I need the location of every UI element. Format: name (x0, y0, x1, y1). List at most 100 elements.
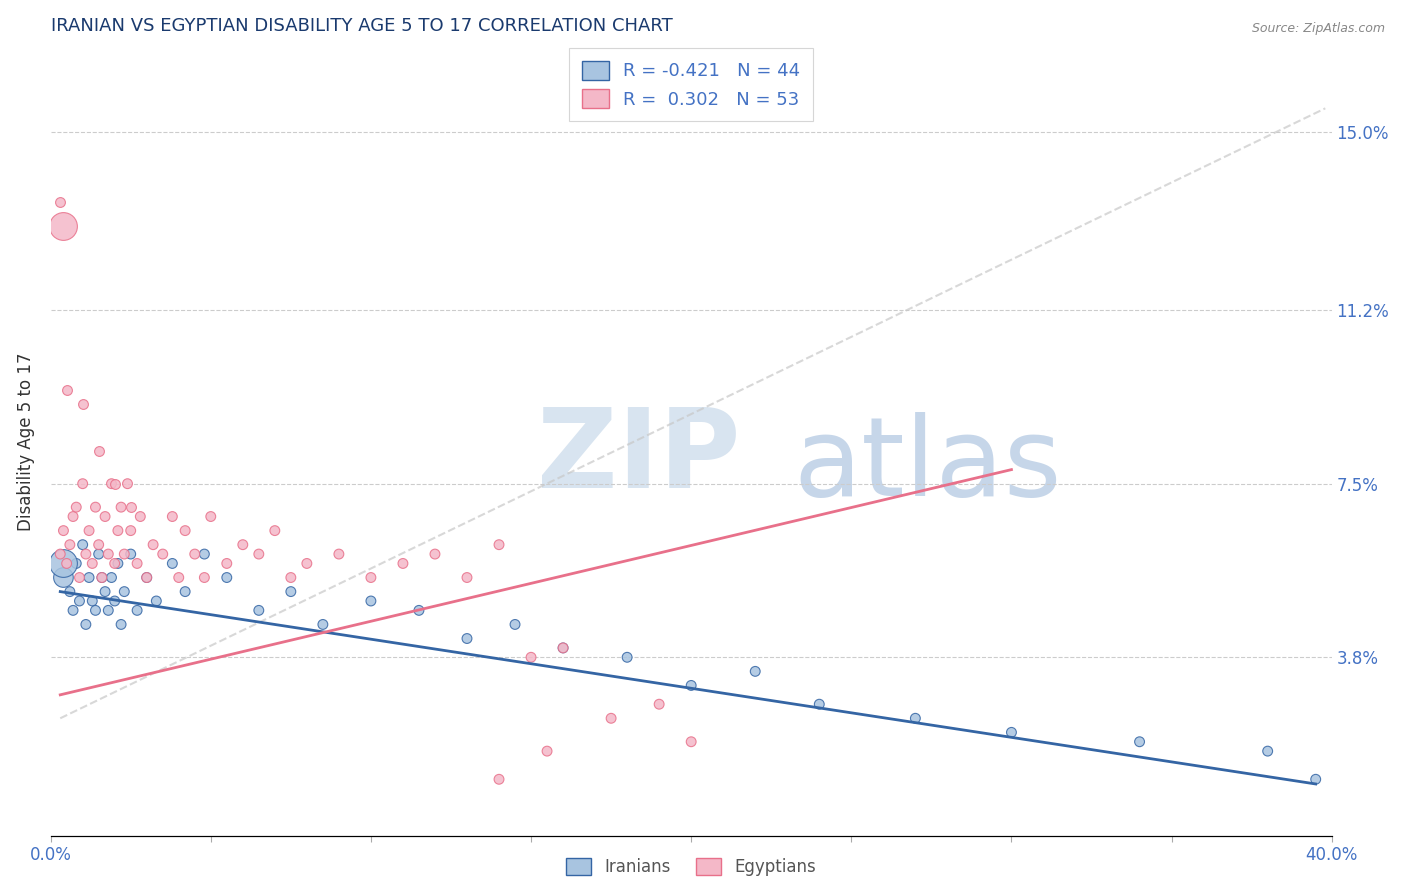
Point (162, 509, 184, 524)
Point (167, 570, 190, 584)
Point (174, 524, 197, 538)
Point (456, 632, 478, 646)
Point (112, 584, 135, 599)
Point (120, 524, 142, 538)
Point (360, 594, 382, 608)
Point (135, 570, 157, 584)
Point (200, 509, 222, 524)
Point (488, 538, 510, 552)
Text: Source: ZipAtlas.com: Source: ZipAtlas.com (1251, 22, 1385, 36)
Point (681, 735, 703, 749)
Point (184, 547, 207, 561)
Point (104, 594, 127, 608)
Point (162, 557, 184, 571)
Point (77, 570, 100, 584)
Point (69, 594, 91, 608)
Point (1305, 772, 1327, 787)
Point (551, 640, 574, 655)
Point (423, 547, 446, 561)
Point (52, 219, 75, 233)
Point (616, 650, 638, 665)
Point (87, 443, 110, 458)
Point (110, 500, 132, 515)
Point (59, 584, 82, 599)
Point (328, 547, 350, 561)
Point (100, 476, 122, 491)
Point (75, 547, 97, 561)
Point (808, 697, 831, 711)
Y-axis label: Disability Age 5 to 17: Disability Age 5 to 17 (17, 352, 35, 531)
Legend: Iranians, Egyptians: Iranians, Egyptians (560, 851, 823, 882)
Point (681, 678, 703, 692)
Point (87, 538, 110, 552)
Point (69, 570, 91, 584)
Point (142, 538, 165, 552)
Point (84, 500, 107, 515)
Point (247, 547, 270, 561)
Point (503, 617, 526, 632)
Point (59, 538, 82, 552)
Point (82, 594, 104, 608)
Point (100, 570, 122, 584)
Point (49, 195, 72, 210)
Point (117, 476, 139, 491)
Point (55, 557, 77, 571)
Point (520, 650, 543, 665)
Point (129, 509, 152, 524)
Point (744, 665, 766, 679)
Point (104, 557, 127, 571)
Point (392, 557, 415, 571)
Point (904, 711, 927, 725)
Point (145, 594, 167, 608)
Point (127, 603, 149, 617)
Point (77, 524, 100, 538)
Point (65, 500, 87, 515)
Point (62, 509, 84, 524)
Text: IRANIAN VS EGYPTIAN DISABILITY AGE 5 TO 17 CORRELATION CHART: IRANIAN VS EGYPTIAN DISABILITY AGE 5 TO … (51, 17, 672, 35)
Point (215, 557, 238, 571)
Point (84, 603, 107, 617)
Point (90, 570, 112, 584)
Point (97, 603, 120, 617)
Point (600, 711, 623, 725)
Point (174, 584, 197, 599)
Point (107, 524, 129, 538)
Point (215, 570, 238, 584)
Point (408, 603, 430, 617)
Point (75, 617, 97, 632)
Point (193, 570, 215, 584)
Point (72, 397, 94, 411)
Point (247, 603, 270, 617)
Point (232, 538, 254, 552)
Point (648, 697, 671, 711)
Point (280, 570, 302, 584)
Point (72, 538, 94, 552)
Point (456, 570, 478, 584)
Text: ZIP: ZIP (537, 404, 741, 511)
Point (107, 557, 129, 571)
Point (312, 617, 335, 632)
Point (135, 570, 157, 584)
Point (488, 772, 510, 787)
Point (94, 509, 117, 524)
Point (1257, 744, 1279, 758)
Point (52, 570, 75, 584)
Point (104, 476, 127, 491)
Point (193, 547, 215, 561)
Point (110, 617, 132, 632)
Point (49, 547, 72, 561)
Point (120, 500, 142, 515)
Point (87, 547, 110, 561)
Point (72, 476, 94, 491)
Point (1128, 735, 1150, 749)
Point (94, 584, 117, 599)
Point (82, 557, 104, 571)
Point (127, 557, 149, 571)
Point (90, 570, 112, 584)
Point (52, 524, 75, 538)
Point (295, 557, 318, 571)
Point (52, 557, 75, 571)
Point (280, 584, 302, 599)
Point (152, 547, 174, 561)
Point (551, 640, 574, 655)
